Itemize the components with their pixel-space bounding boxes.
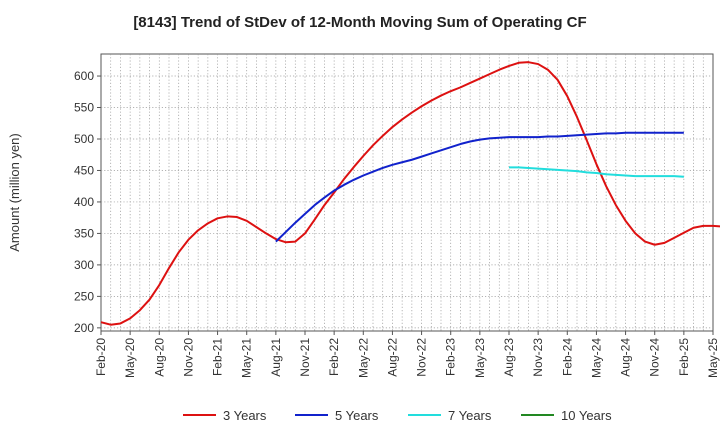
plot-area <box>100 53 714 332</box>
y-tick-label: 300 <box>74 258 94 272</box>
x-tick-label: May-24 <box>589 338 603 378</box>
x-tick-label: Aug-23 <box>502 338 516 377</box>
x-tick-label: Nov-21 <box>298 338 312 377</box>
y-tick-label: 200 <box>74 321 94 335</box>
x-tick-label: May-21 <box>240 338 254 378</box>
x-tick-label: Feb-20 <box>94 338 108 376</box>
y-tick-label: 550 <box>74 101 94 115</box>
y-tick-label: 450 <box>74 163 94 177</box>
series-lines <box>100 61 720 326</box>
x-tick-label: May-22 <box>356 338 370 378</box>
legend-label: 3 Years <box>223 408 267 423</box>
legend-item-5-years: 5 Years <box>295 408 379 423</box>
x-tick-label: Aug-24 <box>619 338 633 377</box>
y-tick-label: 600 <box>74 69 94 83</box>
y-tick-label: 350 <box>74 226 94 240</box>
chart-title: [8143] Trend of StDev of 12-Month Moving… <box>133 14 587 31</box>
y-tick-label: 250 <box>74 289 94 303</box>
legend-item-3-years: 3 Years <box>183 408 267 423</box>
legend: 3 Years 5 Years 7 Years 10 Years <box>183 408 612 423</box>
axes: 200 250 300 350 400 450 500 550 600 Feb-20 May-20 A… <box>7 69 720 378</box>
series-line-7-years <box>509 166 684 178</box>
x-tick-label: May-20 <box>123 338 137 378</box>
legend-item-10-years: 10 Years <box>521 408 612 423</box>
x-tick-label: Aug-21 <box>269 338 283 377</box>
legend-label: 7 Years <box>448 408 492 423</box>
x-tick-label: Feb-25 <box>677 338 691 376</box>
x-tick-label: Feb-24 <box>560 338 574 376</box>
x-tick-label: Aug-20 <box>152 338 166 377</box>
legend-label: 10 Years <box>561 408 612 423</box>
grid <box>100 53 714 332</box>
legend-item-7-years: 7 Years <box>408 408 492 423</box>
x-tick-label: Nov-22 <box>415 338 429 377</box>
y-axis-label: Amount (million yen) <box>7 133 22 252</box>
x-tick-label: May-25 <box>706 338 720 378</box>
series-line-3-years <box>100 61 720 326</box>
x-tick-label: Feb-21 <box>211 338 225 376</box>
x-tick-label: May-23 <box>473 338 487 378</box>
y-tick-label: 500 <box>74 132 94 146</box>
legend-label: 5 Years <box>335 408 379 423</box>
x-tick-label: Nov-23 <box>531 338 545 377</box>
x-tick-label: Nov-20 <box>181 338 195 377</box>
x-tick-label: Aug-22 <box>385 338 399 377</box>
x-tick-label: Feb-23 <box>444 338 458 376</box>
x-tick-label: Nov-24 <box>648 338 662 377</box>
y-tick-label: 400 <box>74 195 94 209</box>
x-tick-label: Feb-22 <box>327 338 341 376</box>
series-line-5-years <box>275 131 684 243</box>
